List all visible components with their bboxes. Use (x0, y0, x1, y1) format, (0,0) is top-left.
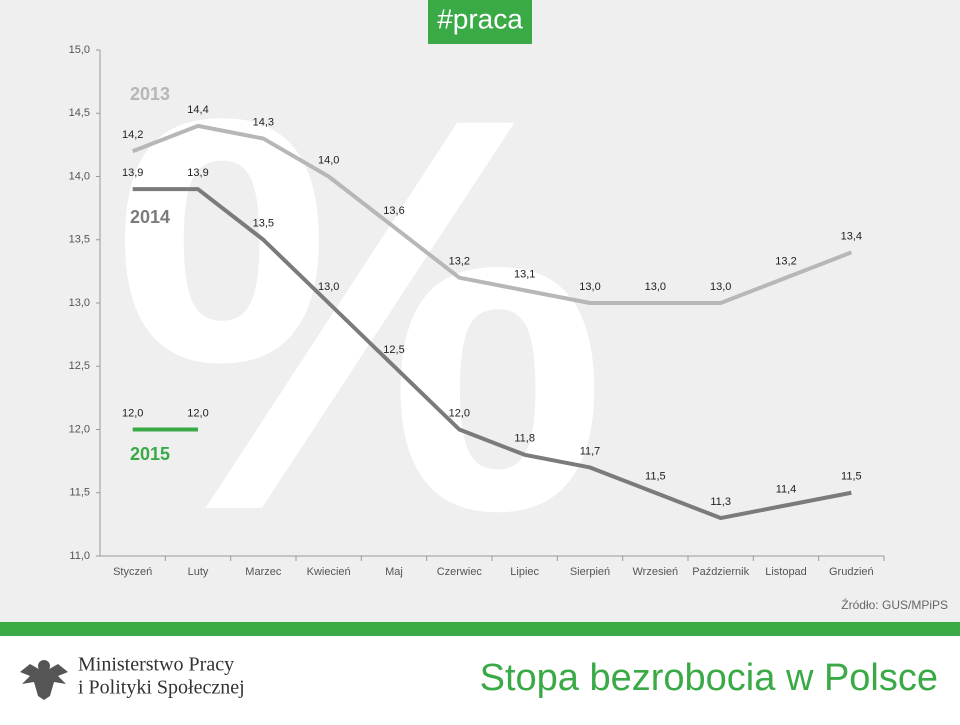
x-tick-label: Grudzień (829, 566, 874, 578)
x-tick-label: Wrzesień (633, 566, 679, 578)
data-label: 11,5 (841, 471, 862, 483)
ministry-line2: i Polityki Społecznej (78, 677, 245, 699)
data-label: 12,0 (449, 407, 470, 419)
x-tick-label: Sierpień (570, 566, 610, 578)
series-line (132, 187, 852, 521)
y-tick-label: 13,5 (69, 234, 90, 246)
x-tick-label: Listopad (765, 566, 807, 578)
data-label: 12,0 (122, 407, 143, 419)
watermark: % (111, 1, 609, 627)
data-label: 11,4 (776, 483, 797, 495)
data-label: 14,0 (318, 154, 339, 166)
x-tick-label: Lipiec (510, 566, 539, 578)
data-label: 13,2 (775, 256, 796, 268)
data-label: 13,2 (449, 256, 470, 268)
y-tick-label: 11,5 (69, 487, 90, 499)
x-tick-label: Czerwiec (437, 566, 483, 578)
y-tick-label: 11,0 (69, 550, 90, 562)
data-label: 11,8 (514, 433, 535, 445)
data-label: 13,0 (579, 281, 600, 293)
x-tick-label: Maj (385, 566, 403, 578)
x-tick-label: Marzec (245, 566, 282, 578)
data-label: 13,9 (122, 167, 143, 179)
series-name: 2015 (130, 444, 170, 464)
data-label: 13,6 (383, 205, 404, 217)
data-label: 13,0 (710, 281, 731, 293)
y-tick-label: 12,5 (69, 360, 90, 372)
eagle-logo (20, 660, 68, 700)
data-label: 11,5 (645, 471, 666, 483)
x-tick-label: Styczeń (113, 566, 152, 578)
series-name: 2014 (130, 207, 170, 227)
data-label: 12,5 (383, 344, 404, 356)
data-label: 13,9 (187, 167, 208, 179)
data-label: 13,5 (253, 218, 274, 230)
x-tick-label: Październik (692, 566, 749, 578)
data-label: 14,2 (122, 129, 143, 141)
data-label: 13,0 (645, 281, 666, 293)
tag-box (428, 0, 532, 44)
y-tick-label: 14,5 (69, 107, 90, 119)
data-label: 13,1 (514, 268, 535, 280)
series-line (131, 123, 853, 305)
y-tick-label: 13,0 (69, 297, 90, 309)
data-label: 14,4 (187, 104, 208, 116)
ministry-line1: Ministerstwo Pracy (78, 654, 234, 676)
x-tick-label: Kwiecień (307, 566, 351, 578)
y-tick-label: 14,0 (69, 170, 90, 182)
data-label: 11,7 (580, 445, 601, 457)
footer-title: Stopa bezrobocia w Polsce (480, 657, 938, 699)
x-tick-label: Luty (188, 566, 209, 578)
source: Źródło: GUS/MPiPS (841, 597, 948, 612)
data-label: 14,3 (253, 116, 274, 128)
tag: #praca (437, 3, 523, 34)
green-band (0, 622, 960, 636)
data-label: 13,4 (841, 230, 862, 242)
y-tick-label: 15,0 (69, 44, 90, 56)
data-label: 13,0 (318, 281, 339, 293)
series-name: 2013 (130, 84, 170, 104)
y-tick-label: 12,0 (69, 423, 90, 435)
chart-background (0, 0, 960, 622)
data-label: 12,0 (187, 407, 208, 419)
data-label: 11,3 (710, 496, 731, 508)
